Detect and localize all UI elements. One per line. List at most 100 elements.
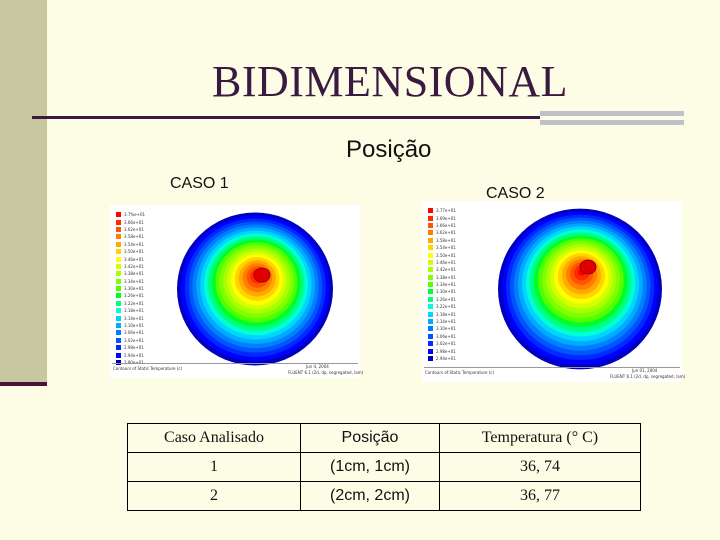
legend-value: 2.90e+01 (124, 360, 144, 365)
legend-entry: 3.42e+01 (428, 266, 456, 273)
legend-value: 3.10e+01 (436, 326, 456, 332)
legend-value: 3.50e+01 (124, 249, 144, 255)
legend-swatch (428, 222, 433, 228)
legend-entry: 3.18e+01 (116, 307, 145, 314)
cell-case: 2 (126, 481, 302, 511)
legend-swatch (428, 319, 433, 325)
cell-temperature: 36, 74 (438, 452, 642, 482)
legend-entry: 3.66e+01 (116, 218, 145, 225)
legend-value: 3.06e+01 (124, 330, 144, 336)
legend-entry: 3.34e+01 (428, 281, 456, 288)
results-table: Caso Analisado Posição Temperatura (° C)… (126, 423, 642, 511)
legend-entry: 3.10e+01 (428, 325, 456, 332)
legend-entry: 3.62e+01 (116, 226, 145, 233)
legend-swatch (116, 271, 121, 277)
case-1-caption-divider (112, 363, 358, 364)
legend-swatch (428, 274, 433, 280)
legend-swatch (116, 256, 121, 262)
case-1-contour-svg (177, 212, 333, 366)
legend-swatch (116, 323, 121, 329)
title-rule-stripe-top (540, 111, 684, 116)
left-decorative-bar (0, 0, 47, 386)
legend-value: 3.46e+01 (436, 259, 456, 265)
legend-value: 3.54e+01 (436, 245, 456, 251)
header-temperature: Temperatura (° C) (438, 423, 642, 453)
legend-entry: 3.18e+01 (428, 310, 456, 317)
case-1-label: CASO 1 (170, 175, 229, 192)
legend-entry: 3.54e+01 (116, 241, 145, 248)
title-rule (32, 116, 540, 119)
legend-swatch (428, 259, 433, 265)
legend-value: 3.14e+01 (436, 319, 456, 325)
cell-case: 1 (126, 452, 302, 482)
legend-entry: 3.69e+01 (428, 214, 456, 221)
legend-entry: 3.7%e+01 (116, 211, 145, 218)
legend-value: 3.26e+01 (124, 293, 144, 299)
legend-entry: 3.26e+01 (428, 296, 456, 303)
legend-swatch (116, 360, 121, 365)
legend-value: 3.54e+01 (124, 241, 144, 247)
legend-swatch (116, 315, 121, 321)
table-header-row: Caso Analisado Posição Temperatura (° C) (126, 423, 642, 453)
legend-entry: 3.02e+01 (428, 340, 456, 347)
header-case: Caso Analisado (126, 423, 302, 453)
legend-swatch (428, 237, 433, 243)
legend-value: 3.58e+01 (124, 234, 144, 240)
legend-entry: 3.14e+01 (116, 314, 145, 321)
left-bar-accent (0, 382, 47, 386)
header-position: Posição (300, 423, 440, 453)
legend-swatch (116, 300, 121, 306)
case-1-caption-left: Contours of Static Temperature (c) (113, 366, 183, 371)
legend-entry: 3.54e+01 (428, 244, 456, 251)
legend-swatch (428, 304, 433, 310)
legend-entry: 3.50e+01 (428, 251, 456, 258)
case-2-caption-solver: FLUENT 6.1 (2d, dp, segregated, lam) (610, 374, 686, 379)
legend-swatch (116, 330, 121, 336)
legend-value: 3.02e+01 (124, 337, 144, 343)
legend-value: 3.22e+01 (124, 300, 144, 306)
legend-entry: 3.38e+01 (116, 270, 145, 277)
hotspot-marker (579, 259, 597, 275)
legend-entry: 3.46e+01 (116, 255, 145, 262)
legend-value: 3.26e+01 (436, 296, 456, 302)
hotspot-marker (253, 267, 271, 283)
legend-value: 3.14e+01 (124, 315, 144, 321)
legend-value: 3.62e+01 (124, 226, 144, 232)
legend-value: 3.30e+01 (436, 289, 456, 295)
legend-swatch (428, 333, 433, 339)
case-1-caption-date: Jun 4, 2004 (306, 364, 329, 369)
legend-value: 3.22e+01 (436, 304, 456, 310)
legend-value: 3.62e+01 (436, 230, 456, 236)
legend-value: 3.10e+01 (124, 323, 144, 329)
case-1-caption-solver: FLUENT 6.1 (2d, dp, segregated, lam) (288, 370, 364, 375)
legend-value: 3.50e+01 (436, 252, 456, 258)
legend-swatch (428, 252, 433, 258)
legend-entry: 2.90e+01 (116, 359, 145, 366)
table-row: 2 (2cm, 2cm) 36, 77 (126, 481, 642, 511)
legend-entry: 3.02e+01 (116, 337, 145, 344)
legend-value: 3.42e+01 (436, 267, 456, 273)
legend-value: 2.98e+01 (436, 348, 456, 354)
title-rule-stripe-bottom (540, 120, 684, 125)
cell-position: (1cm, 1cm) (300, 452, 440, 482)
legend-entry: 3.14e+01 (428, 318, 456, 325)
cell-temperature: 36, 77 (438, 481, 642, 511)
legend-value: 3.18e+01 (436, 311, 456, 317)
legend-swatch (428, 311, 433, 317)
legend-swatch (116, 249, 121, 255)
cell-position: (2cm, 2cm) (300, 481, 440, 511)
table-row: 1 (1cm, 1cm) 36, 74 (126, 452, 642, 482)
legend-value: 3.77e+01 (436, 208, 456, 214)
legend-swatch (428, 326, 433, 332)
legend-entry: 3.22e+01 (428, 303, 456, 310)
legend-swatch (116, 345, 121, 351)
legend-value: 3.34e+01 (124, 278, 144, 284)
legend-swatch (428, 296, 433, 302)
case-2-caption-divider (424, 367, 680, 368)
legend-entry: 2.98e+01 (428, 347, 456, 354)
legend-entry: 3.50e+01 (116, 248, 145, 255)
legend-entry: 3.46e+01 (428, 259, 456, 266)
legend-value: 3.30e+01 (124, 286, 144, 292)
legend-swatch (116, 263, 121, 269)
legend-entry: 3.42e+01 (116, 263, 145, 270)
